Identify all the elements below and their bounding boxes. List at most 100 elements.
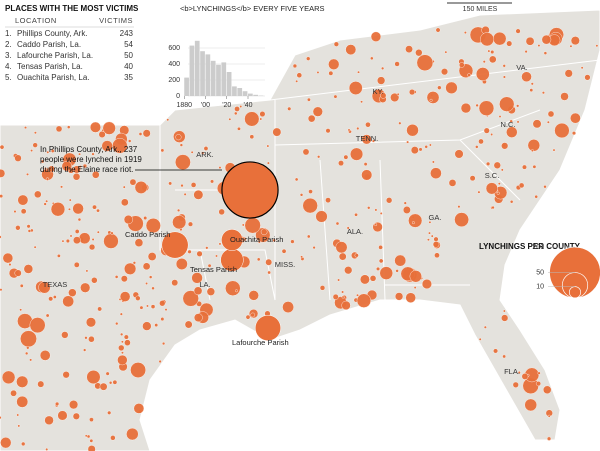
county-dot (488, 55, 497, 64)
county-dot (477, 190, 481, 194)
county-dot (415, 49, 423, 57)
county-dot (91, 238, 95, 241)
state-label: ARK. (196, 150, 214, 159)
county-dot (532, 164, 537, 169)
county-dot (16, 395, 29, 408)
annotation: during the Elaine race riot. (40, 165, 133, 174)
county-dot (360, 100, 363, 104)
county-dot (259, 111, 266, 118)
county-dot (502, 354, 506, 359)
county-dot (33, 245, 37, 249)
county-dot (356, 293, 372, 308)
county-dot (363, 162, 368, 167)
county-dot (39, 350, 51, 361)
legend-label: 50 (536, 269, 544, 276)
county-dot (25, 351, 29, 356)
county-dot (367, 206, 371, 210)
county-dot (338, 160, 344, 167)
county-dot (308, 189, 313, 194)
county-dot (386, 197, 393, 204)
county-dot (413, 286, 417, 290)
place-label: Tensas Parish (190, 265, 237, 274)
county-dot (430, 167, 442, 179)
county-dot (239, 105, 243, 108)
county-dot (534, 194, 538, 199)
county-dot (522, 164, 527, 170)
county-dot (142, 262, 151, 271)
county-dot (319, 285, 326, 291)
county-dot (402, 206, 411, 214)
county-dot (175, 154, 191, 171)
county-dot (145, 218, 161, 234)
county-dot (498, 115, 502, 118)
county-dot (234, 111, 238, 116)
county-dot (96, 208, 100, 213)
county-dot (406, 140, 410, 144)
county-dot (24, 126, 27, 130)
county-dot (121, 198, 129, 207)
county-dot (475, 145, 479, 149)
county-dot (142, 129, 151, 138)
county-dot (496, 191, 500, 195)
county-dot (307, 97, 311, 102)
place-label: Caddo Parish (125, 230, 170, 239)
rank: 4. (5, 62, 12, 71)
county-dot (160, 148, 165, 153)
county-dot (148, 275, 153, 279)
county-dot (493, 161, 501, 169)
county-dot (129, 178, 137, 186)
county-dot (88, 335, 95, 343)
x-tick-label: '40 (243, 102, 252, 109)
county-dot (325, 197, 331, 204)
county-dot (120, 332, 124, 336)
county-dot (290, 239, 295, 244)
county-dot (123, 334, 129, 340)
county-dot (91, 171, 100, 179)
county-bubble (221, 229, 243, 251)
county-dot (365, 121, 371, 128)
county-dot (259, 117, 263, 121)
county-dot (29, 358, 33, 362)
county-dot (429, 98, 433, 102)
county-dot (21, 441, 26, 447)
county-dot (120, 275, 128, 283)
county-dot (333, 94, 338, 99)
county-dot (369, 275, 377, 282)
county-dot (530, 82, 534, 86)
county-bubble (221, 161, 279, 219)
county-dot (374, 208, 378, 212)
county-dot (78, 152, 81, 156)
county-dot (390, 92, 400, 102)
county-dot (16, 413, 20, 417)
county-dot (61, 331, 69, 339)
county-dot (292, 63, 298, 69)
county-dot (370, 31, 382, 42)
county-dot (196, 250, 203, 257)
county-dot (335, 221, 340, 226)
county-dot (396, 92, 400, 96)
county-dot (341, 300, 351, 311)
county-dot (344, 266, 353, 275)
county-dot (537, 371, 541, 375)
county-dot (547, 414, 551, 418)
county-dot (50, 149, 55, 153)
county-dot (249, 134, 255, 140)
county-dot (486, 161, 491, 166)
county-dot (172, 215, 187, 230)
county-dot (37, 380, 45, 388)
county-dot (19, 283, 24, 288)
county-dot (475, 103, 479, 108)
county-dot (356, 293, 359, 297)
county-dot (516, 104, 520, 108)
state-label: VA. (516, 63, 528, 72)
county-dot (524, 398, 537, 412)
county-dot (72, 173, 81, 181)
county-dot (133, 403, 145, 414)
county-dot (44, 415, 54, 426)
county-dot (162, 341, 166, 346)
county-dot (394, 292, 404, 301)
county-dot (475, 67, 490, 81)
county-dot (295, 79, 299, 83)
county-dot (86, 434, 91, 439)
county-dot (23, 264, 34, 274)
